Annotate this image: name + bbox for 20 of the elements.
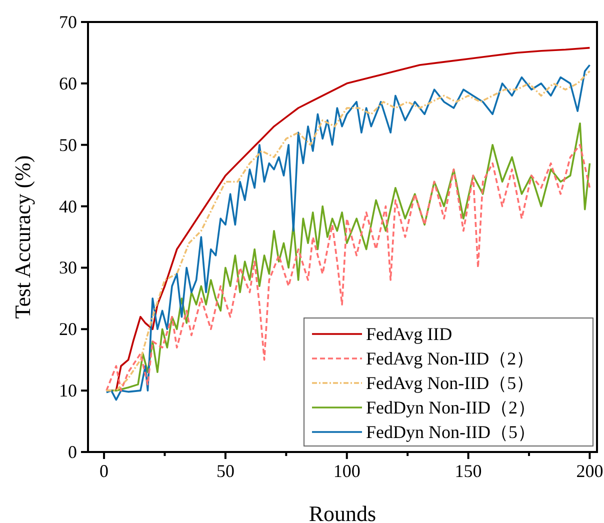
y-tick-label: 30 [59, 258, 77, 278]
x-tick-label: 100 [333, 461, 360, 481]
x-tick-label: 50 [216, 461, 234, 481]
legend-label: FedAvg Non-IID（2） [366, 348, 534, 368]
x-tick-label: 150 [454, 461, 482, 481]
y-tick-label: 40 [59, 196, 77, 216]
y-tick-label: 20 [59, 319, 77, 340]
legend-label: FedAvg Non-IID（5） [366, 373, 534, 393]
x-tick-label: 0 [100, 461, 109, 481]
y-tick-label: 70 [59, 12, 77, 32]
legend-label: FedDyn Non-IID（2） [366, 398, 536, 418]
legend-label: FedAvg IID [366, 324, 452, 344]
y-tick-label: 10 [59, 380, 77, 401]
y-tick-label: 0 [68, 442, 77, 462]
y-tick-label: 60 [59, 73, 77, 94]
legend-label: FedDyn Non-IID（5） [366, 422, 536, 442]
y-axis-title: Test Accuracy (%) [10, 155, 35, 319]
y-tick-label: 50 [59, 134, 77, 155]
x-axis-title: Rounds [308, 501, 376, 523]
x-tick-label: 200 [576, 461, 604, 481]
